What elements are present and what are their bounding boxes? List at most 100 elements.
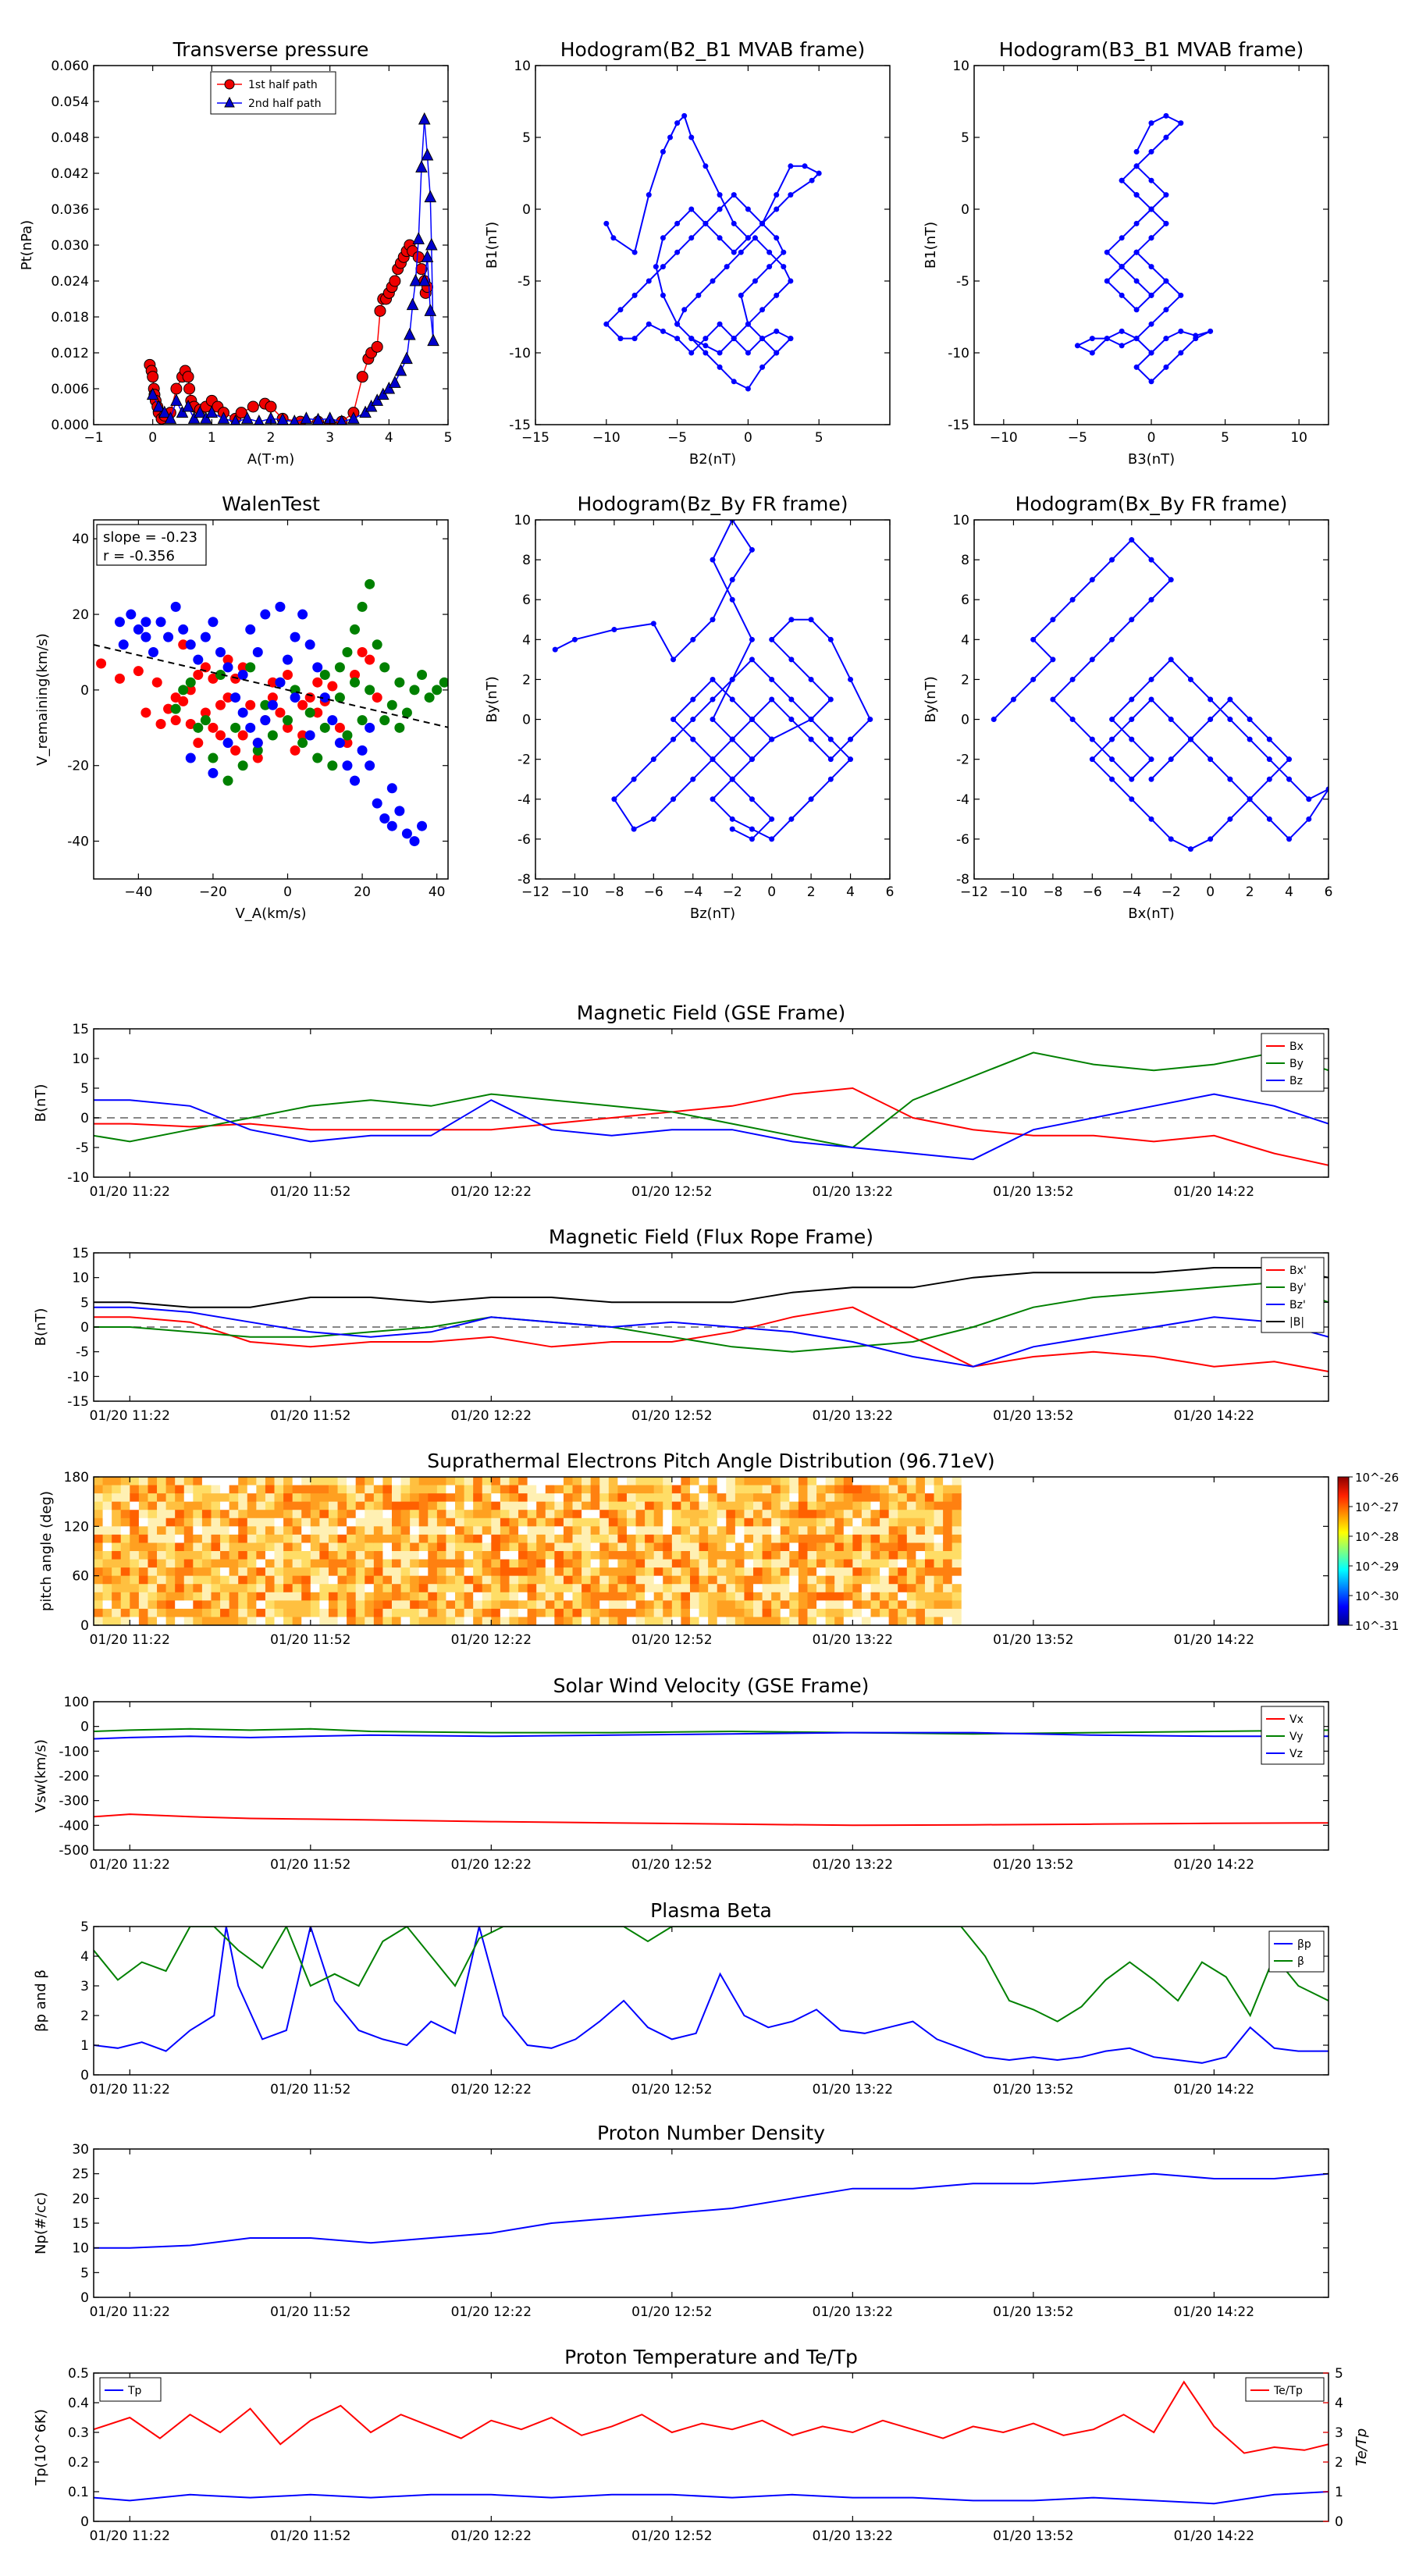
heatmap-cell bbox=[120, 1485, 130, 1494]
heatmap-cell bbox=[310, 1477, 320, 1486]
heatmap-cell bbox=[509, 1493, 519, 1503]
heatmap-cell bbox=[843, 1534, 853, 1543]
data-point bbox=[185, 639, 196, 650]
legend-label: βp bbox=[1297, 1938, 1311, 1951]
y-axis-label: Pt(nPa) bbox=[19, 220, 35, 270]
heatmap-cell bbox=[943, 1526, 953, 1535]
heatmap-cell bbox=[771, 1567, 781, 1577]
y2-tick-label: 2 bbox=[1335, 2455, 1343, 2471]
heatmap-cell bbox=[789, 1600, 799, 1610]
data-point bbox=[290, 745, 301, 756]
heatmap-cell bbox=[590, 1517, 600, 1527]
heatmap-cell bbox=[699, 1534, 709, 1543]
data-point bbox=[133, 666, 144, 677]
heatmap-cell bbox=[491, 1559, 501, 1568]
heatmap-cell bbox=[138, 1559, 148, 1568]
heatmap-cell bbox=[916, 1526, 926, 1535]
heatmap-cell bbox=[861, 1584, 872, 1593]
data-point bbox=[245, 722, 256, 733]
heatmap-cell bbox=[717, 1551, 727, 1560]
data-point bbox=[767, 249, 773, 255]
data-point bbox=[200, 632, 211, 642]
x-tick-label: 01/20 11:52 bbox=[270, 2304, 350, 2320]
heatmap-cell bbox=[473, 1510, 483, 1519]
heatmap-cell bbox=[753, 1608, 763, 1617]
heatmap-cell bbox=[671, 1493, 681, 1503]
heatmap-cell bbox=[582, 1510, 592, 1519]
heatmap-cell bbox=[464, 1600, 474, 1610]
heatmap-cell bbox=[554, 1542, 564, 1552]
heatmap-cell bbox=[617, 1575, 628, 1585]
heatmap-cell bbox=[816, 1551, 827, 1560]
data-point bbox=[170, 692, 181, 703]
data-point bbox=[809, 177, 815, 183]
heatmap-cell bbox=[699, 1510, 709, 1519]
heatmap-cell bbox=[148, 1526, 158, 1535]
legend-label: Te/Tp bbox=[1273, 2385, 1303, 2397]
heatmap-cell bbox=[916, 1501, 926, 1510]
fit-line bbox=[94, 644, 448, 728]
heatmap-cell bbox=[337, 1485, 347, 1494]
heatmap-cell bbox=[491, 1534, 501, 1543]
data-point bbox=[674, 336, 681, 342]
data-point bbox=[1148, 676, 1154, 682]
data-point bbox=[1050, 696, 1056, 703]
data-point bbox=[646, 321, 652, 327]
heatmap-cell bbox=[247, 1575, 257, 1585]
heatmap-cell bbox=[446, 1485, 456, 1494]
heatmap-cell bbox=[689, 1575, 700, 1585]
heatmap-cell bbox=[112, 1485, 122, 1494]
heatmap-cell bbox=[400, 1517, 411, 1527]
heatmap-cell bbox=[428, 1567, 438, 1577]
heatmap-cell bbox=[870, 1542, 880, 1552]
data-point bbox=[1010, 696, 1016, 703]
data-point bbox=[867, 717, 873, 723]
data-point bbox=[382, 381, 396, 394]
data-point bbox=[1050, 656, 1056, 663]
heatmap-cell bbox=[365, 1559, 375, 1568]
heatmap-cell bbox=[717, 1526, 727, 1535]
heatmap-cell bbox=[870, 1517, 880, 1527]
heatmap-cell bbox=[130, 1501, 140, 1510]
data-point bbox=[334, 692, 345, 703]
heatmap-cell bbox=[319, 1551, 329, 1560]
heatmap-cell bbox=[780, 1510, 790, 1519]
heatmap-cell bbox=[148, 1559, 158, 1568]
heatmap-cell bbox=[762, 1617, 772, 1625]
heatmap-cell bbox=[951, 1517, 962, 1527]
heatmap-cell bbox=[943, 1477, 953, 1486]
y-axis-label: B1(nT) bbox=[923, 222, 939, 269]
data-point bbox=[424, 190, 437, 203]
data-point bbox=[1069, 596, 1076, 603]
heatmap-cell bbox=[870, 1592, 880, 1601]
heatmap-cell bbox=[934, 1477, 944, 1486]
heatmap-cell bbox=[130, 1608, 140, 1617]
heatmap-cell bbox=[391, 1534, 402, 1543]
data-point bbox=[1089, 756, 1095, 763]
heatmap-cell bbox=[509, 1575, 519, 1585]
x-tick-label: 01/20 13:22 bbox=[813, 1408, 893, 1424]
heatmap-cell bbox=[175, 1493, 185, 1503]
heatmap-cell bbox=[735, 1510, 745, 1519]
data-point bbox=[297, 738, 308, 749]
heatmap-cell bbox=[292, 1559, 302, 1568]
heatmap-cell bbox=[572, 1526, 582, 1535]
heatmap-cell bbox=[563, 1575, 574, 1585]
x-axis-label: Bz(nT) bbox=[690, 906, 735, 922]
heatmap-cell bbox=[789, 1542, 799, 1552]
data-point bbox=[275, 707, 286, 718]
heatmap-cell bbox=[744, 1542, 754, 1552]
series-line-Tp bbox=[94, 2491, 1329, 2505]
heatmap-cell bbox=[130, 1567, 140, 1577]
heatmap-cell bbox=[247, 1600, 257, 1610]
heatmap-cell bbox=[563, 1551, 574, 1560]
heatmap-cell bbox=[807, 1617, 817, 1625]
heatmap-cell bbox=[771, 1575, 781, 1585]
heatmap-cell bbox=[112, 1567, 122, 1577]
heatmap-cell bbox=[951, 1592, 962, 1601]
heatmap-cell bbox=[717, 1575, 727, 1585]
data-point bbox=[356, 371, 368, 383]
heatmap-cell bbox=[247, 1526, 257, 1535]
hodogram-line bbox=[605, 114, 820, 390]
data-point bbox=[406, 297, 419, 311]
